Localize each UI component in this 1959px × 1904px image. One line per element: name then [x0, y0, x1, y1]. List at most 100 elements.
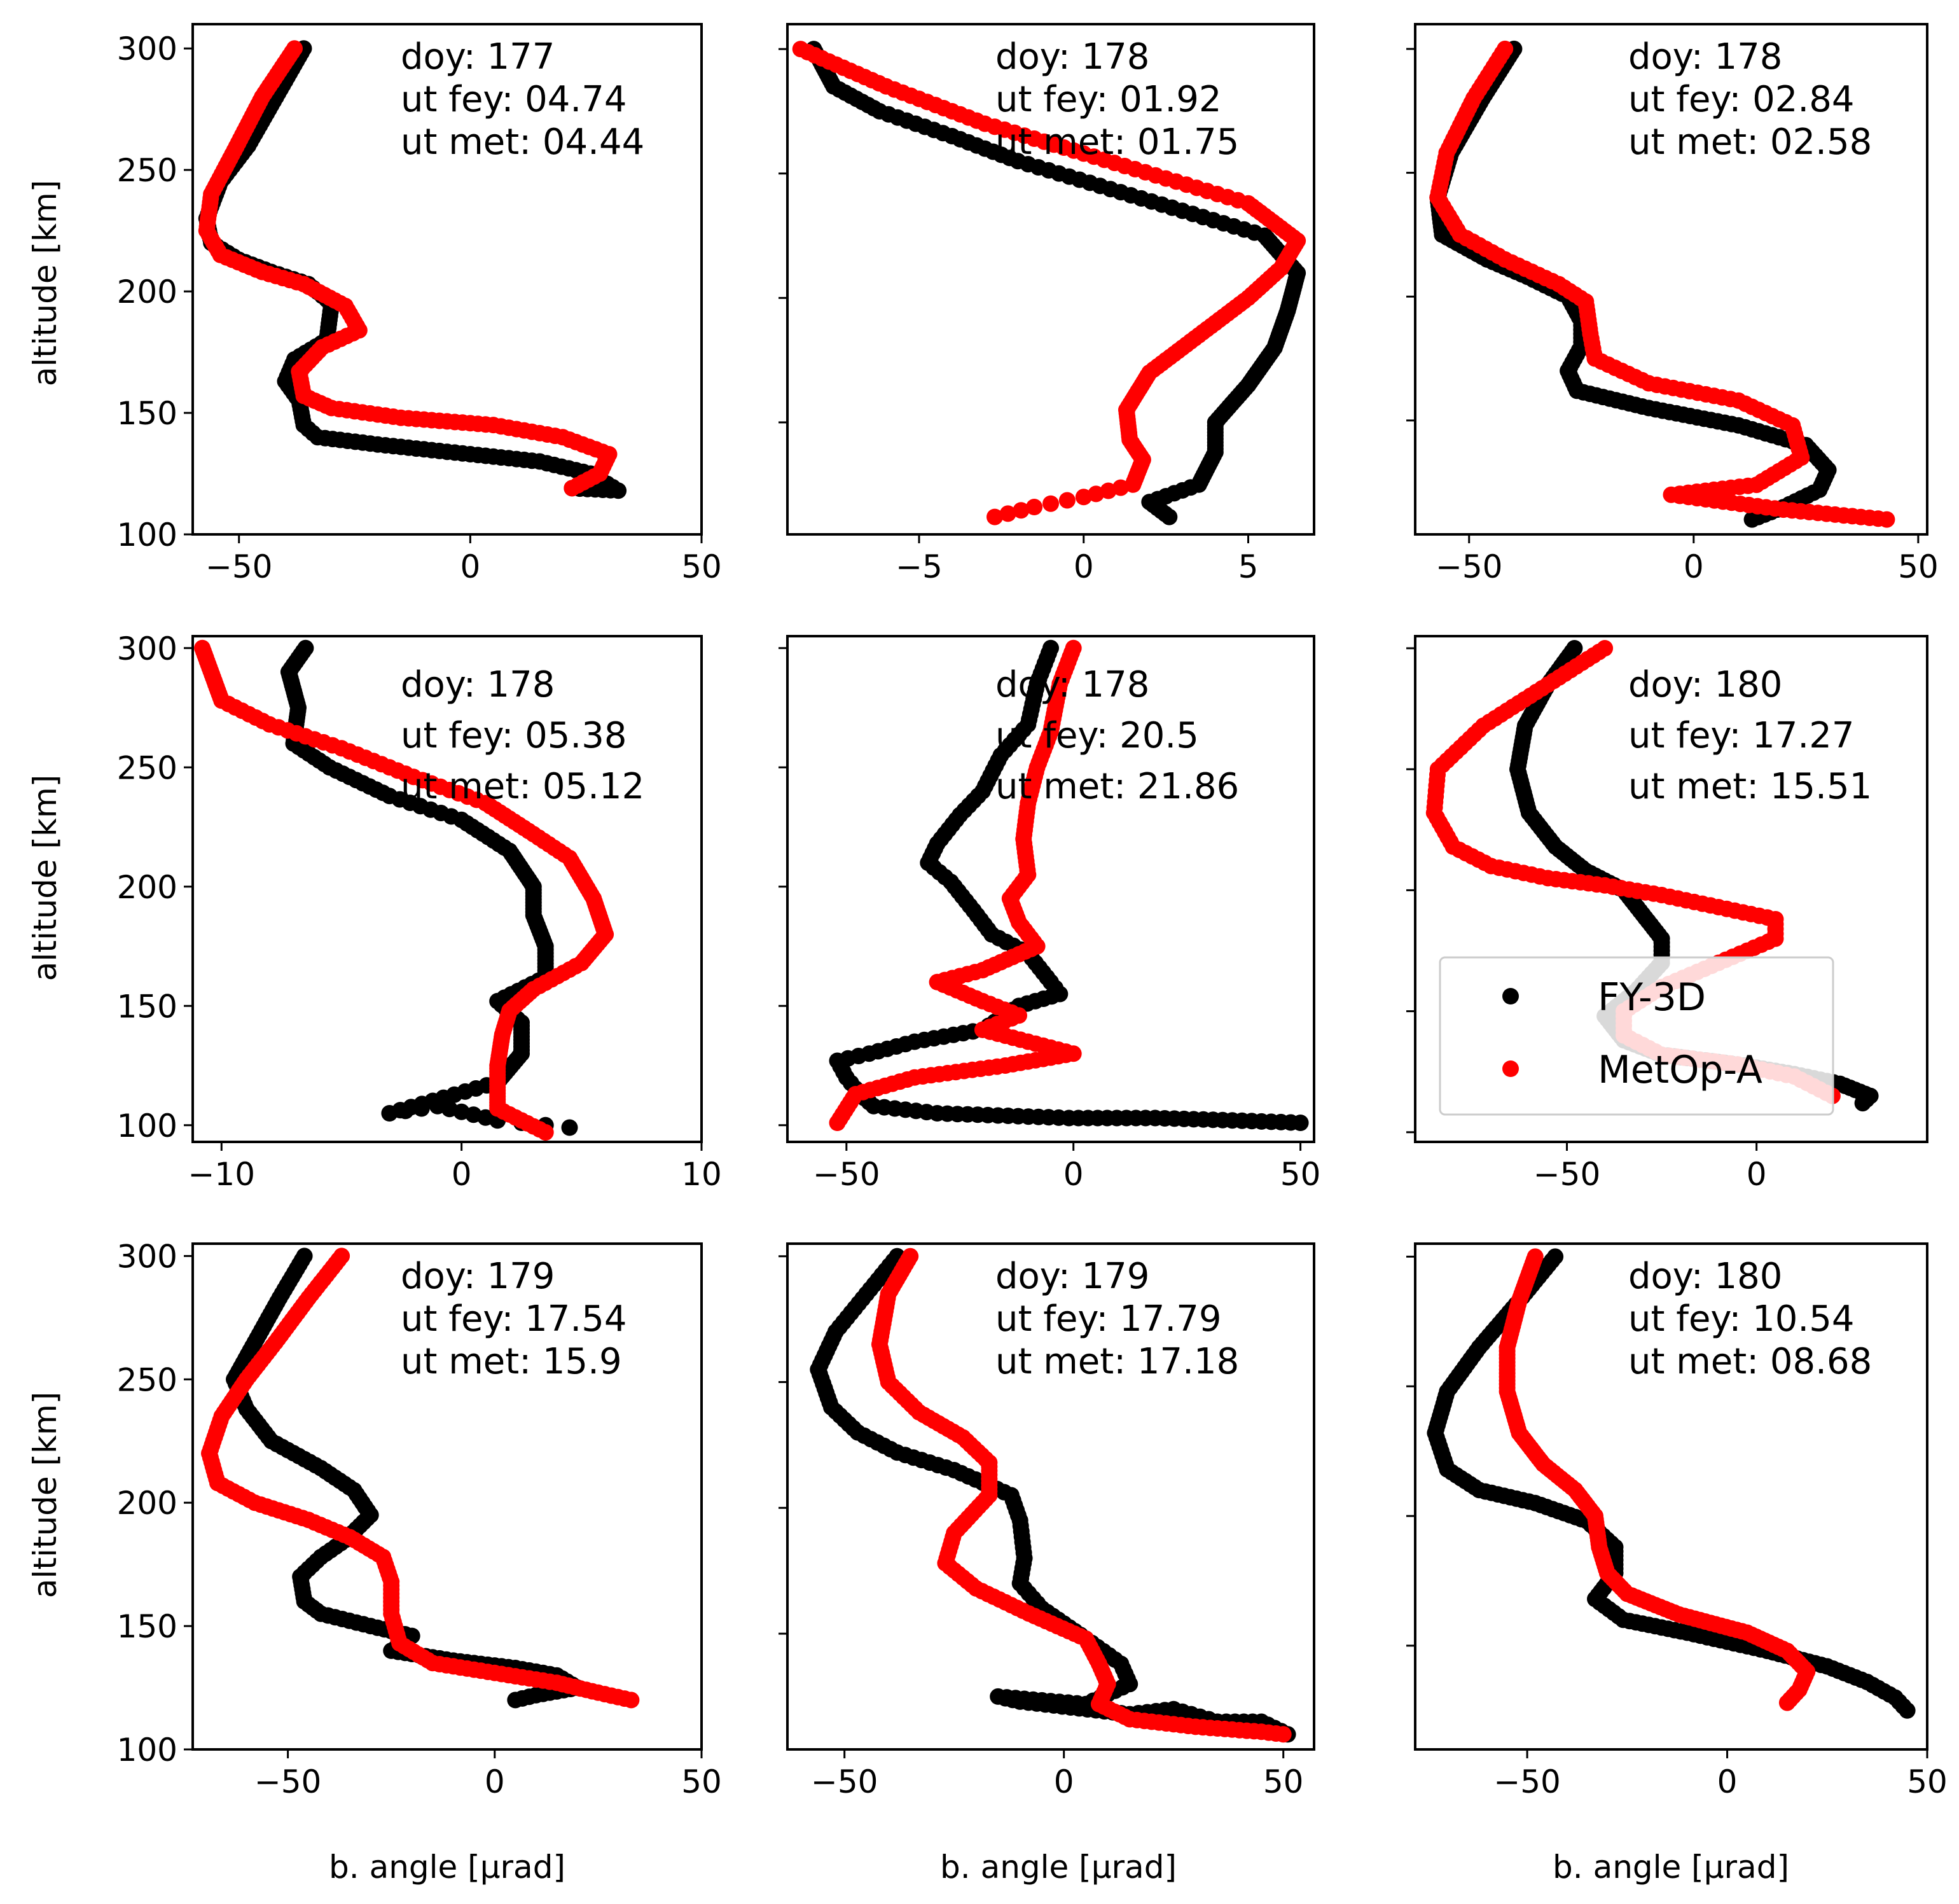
- data-point: [1899, 1702, 1916, 1719]
- y-tick-label: 250: [117, 749, 177, 786]
- y-axis-label-row3: altitude [km]: [27, 1392, 64, 1598]
- panel-frame: [191, 23, 703, 536]
- data-point: [507, 1692, 524, 1709]
- data-point: [564, 480, 581, 497]
- annotation-line: ut met: 04.44: [401, 122, 644, 163]
- series-metopa: [198, 40, 618, 497]
- panel-frame: [191, 635, 703, 1143]
- y-tick-label: 300: [117, 1238, 177, 1275]
- panel-row2-col1: −10 0 10 100 150 200 250 300 doy: 178 ut fey: 05.…: [117, 630, 722, 1193]
- annotation-line: doy: 178: [401, 664, 555, 705]
- data-point: [397, 1102, 414, 1120]
- legend: FY-3D MetOp-A: [1439, 956, 1834, 1116]
- annotation-line: ut fey: 17.54: [401, 1298, 626, 1340]
- y-axis-label-row2: altitude [km]: [27, 775, 64, 981]
- y-axis-label-row1: altitude [km]: [27, 180, 64, 386]
- data-point: [1878, 511, 1895, 528]
- legend-marker-metopa: [1502, 1060, 1519, 1077]
- panel-frame: [191, 1242, 703, 1751]
- annotation-line: ut fey: 17.27: [1628, 715, 1854, 756]
- data-point: [1292, 1115, 1309, 1131]
- panel-marks: [792, 41, 1306, 525]
- y-tick-label: 100: [117, 1108, 177, 1144]
- x-axis-label-col2: b. angle [μrad]: [940, 1849, 1177, 1886]
- panel-marks: [198, 40, 627, 499]
- x-tick-label: 10: [681, 1156, 722, 1193]
- series-metopa: [1499, 1248, 1816, 1711]
- x-tick-label: 50: [1907, 1763, 1948, 1800]
- data-point: [1026, 499, 1043, 515]
- y-tick-label: 250: [117, 1361, 177, 1398]
- x-axis-label-col1: b. angle [μrad]: [329, 1849, 565, 1886]
- series-metopa: [829, 639, 1082, 1131]
- data-point: [999, 505, 1016, 522]
- x-tick-label: −50: [205, 548, 273, 585]
- y-tick-label: 200: [117, 869, 177, 906]
- data-point: [381, 1105, 398, 1122]
- x-tick-label: 50: [681, 1763, 722, 1800]
- x-tick-label: −50: [254, 1763, 322, 1800]
- x-tick-label: 50: [1263, 1763, 1304, 1800]
- legend-marker-fy3d: [1502, 988, 1519, 1004]
- series-metopa: [792, 41, 1306, 525]
- y-tick-label: 250: [117, 152, 177, 189]
- annotation-line: doy: 179: [401, 1256, 555, 1297]
- annotation-line: ut fey: 10.54: [1628, 1298, 1854, 1340]
- panel-marks: [1427, 1248, 1916, 1719]
- series-metopa: [871, 1247, 1292, 1743]
- legend-frame: [1439, 956, 1834, 1116]
- data-point: [623, 1692, 640, 1709]
- series-metopa: [201, 1247, 640, 1709]
- x-tick-label: −50: [813, 1156, 880, 1193]
- y-tick-label: 150: [117, 1608, 177, 1645]
- y-tick-label: 100: [117, 517, 177, 553]
- x-tick-label: 0: [1717, 1763, 1738, 1800]
- series-metopa: [1429, 40, 1895, 528]
- annotation-line: ut met: 15.51: [1628, 766, 1872, 807]
- x-tick-label: 0: [1063, 1156, 1084, 1193]
- data-point: [1125, 476, 1142, 493]
- annotation-line: ut fey: 02.84: [1628, 79, 1854, 120]
- x-tick-label: 5: [1238, 548, 1259, 585]
- x-tick-label: −5: [896, 548, 943, 585]
- panel-frame: [786, 1242, 1315, 1751]
- annotation-line: ut fey: 01.92: [995, 79, 1221, 120]
- annotation-line: ut met: 05.12: [401, 766, 644, 807]
- annotation-line: doy: 177: [401, 36, 555, 78]
- data-point: [1058, 492, 1076, 509]
- data-point: [986, 508, 1003, 525]
- y-tick-label: 200: [117, 1485, 177, 1522]
- annotation-line: doy: 178: [995, 36, 1149, 78]
- annotation-line: ut fey: 04.74: [401, 79, 626, 120]
- panel-frame: [786, 635, 1315, 1143]
- data-point: [829, 1115, 846, 1131]
- annotation-line: ut met: 02.58: [1628, 122, 1872, 163]
- y-tick-label: 300: [117, 630, 177, 667]
- panel-marks: [810, 1247, 1296, 1743]
- annotation-line: doy: 178: [995, 664, 1149, 705]
- panel-frame: [1414, 635, 1928, 1143]
- x-tick-label: 0: [485, 1763, 505, 1800]
- panel-marks: [201, 1247, 640, 1709]
- x-tick-label: 0: [460, 548, 480, 585]
- panel-frame: [1414, 1242, 1928, 1751]
- x-tick-label: 0: [452, 1156, 472, 1193]
- x-tick-label: 50: [1280, 1156, 1321, 1193]
- x-tick-label: −50: [811, 1763, 878, 1800]
- data-point: [561, 1119, 578, 1136]
- annotation-line: doy: 180: [1628, 1256, 1782, 1297]
- data-point: [1854, 1095, 1871, 1112]
- data-point: [1075, 489, 1092, 506]
- x-tick-label: 50: [1898, 548, 1939, 585]
- panel-row2-col3: −50 0 doy: 180 ut fey: 17.27 ut met: 15.51: [1406, 635, 1928, 1193]
- x-tick-label: 0: [1747, 1156, 1767, 1193]
- annotation-line: ut met: 15.9: [401, 1341, 622, 1382]
- data-point: [1161, 508, 1178, 525]
